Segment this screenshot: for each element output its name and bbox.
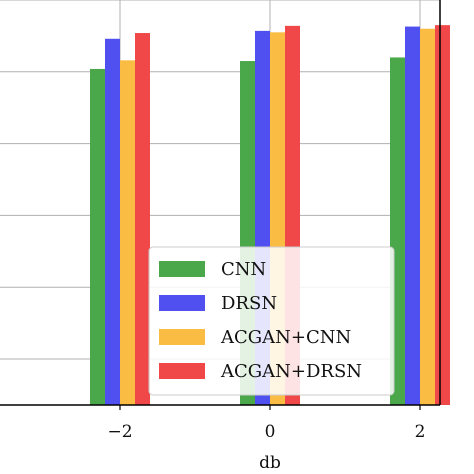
legend-box <box>148 246 395 396</box>
x-tick-label: 0 <box>265 422 276 442</box>
x-axis-label: db <box>259 453 281 473</box>
legend-swatch <box>159 261 205 277</box>
x-tick-label: 2 <box>415 422 426 442</box>
legend-swatch <box>159 295 205 311</box>
bar-acgan-drsn-2 <box>435 25 450 406</box>
legend-label: DRSN <box>221 293 277 314</box>
legend-label: ACGAN+DRSN <box>220 361 362 382</box>
x-tick-label: −2 <box>107 422 132 442</box>
legend-swatch <box>159 329 205 345</box>
bar-acgan-cnn-0 <box>120 60 135 405</box>
x-tick-labels: −2 0 2 <box>107 405 425 442</box>
bar-acgan-cnn-2 <box>420 28 435 406</box>
bar-drsn-2 <box>405 26 420 405</box>
legend-label: CNN <box>221 259 266 280</box>
legend-swatch <box>159 363 205 379</box>
bar-acgan-drsn-0 <box>135 33 150 405</box>
bar-cnn-0 <box>90 68 105 406</box>
legend-label: ACGAN+CNN <box>220 327 351 348</box>
legend: CNN DRSN ACGAN+CNN ACGAN+DRSN <box>148 246 395 396</box>
axes <box>0 0 441 406</box>
bar-drsn-0 <box>105 38 120 405</box>
